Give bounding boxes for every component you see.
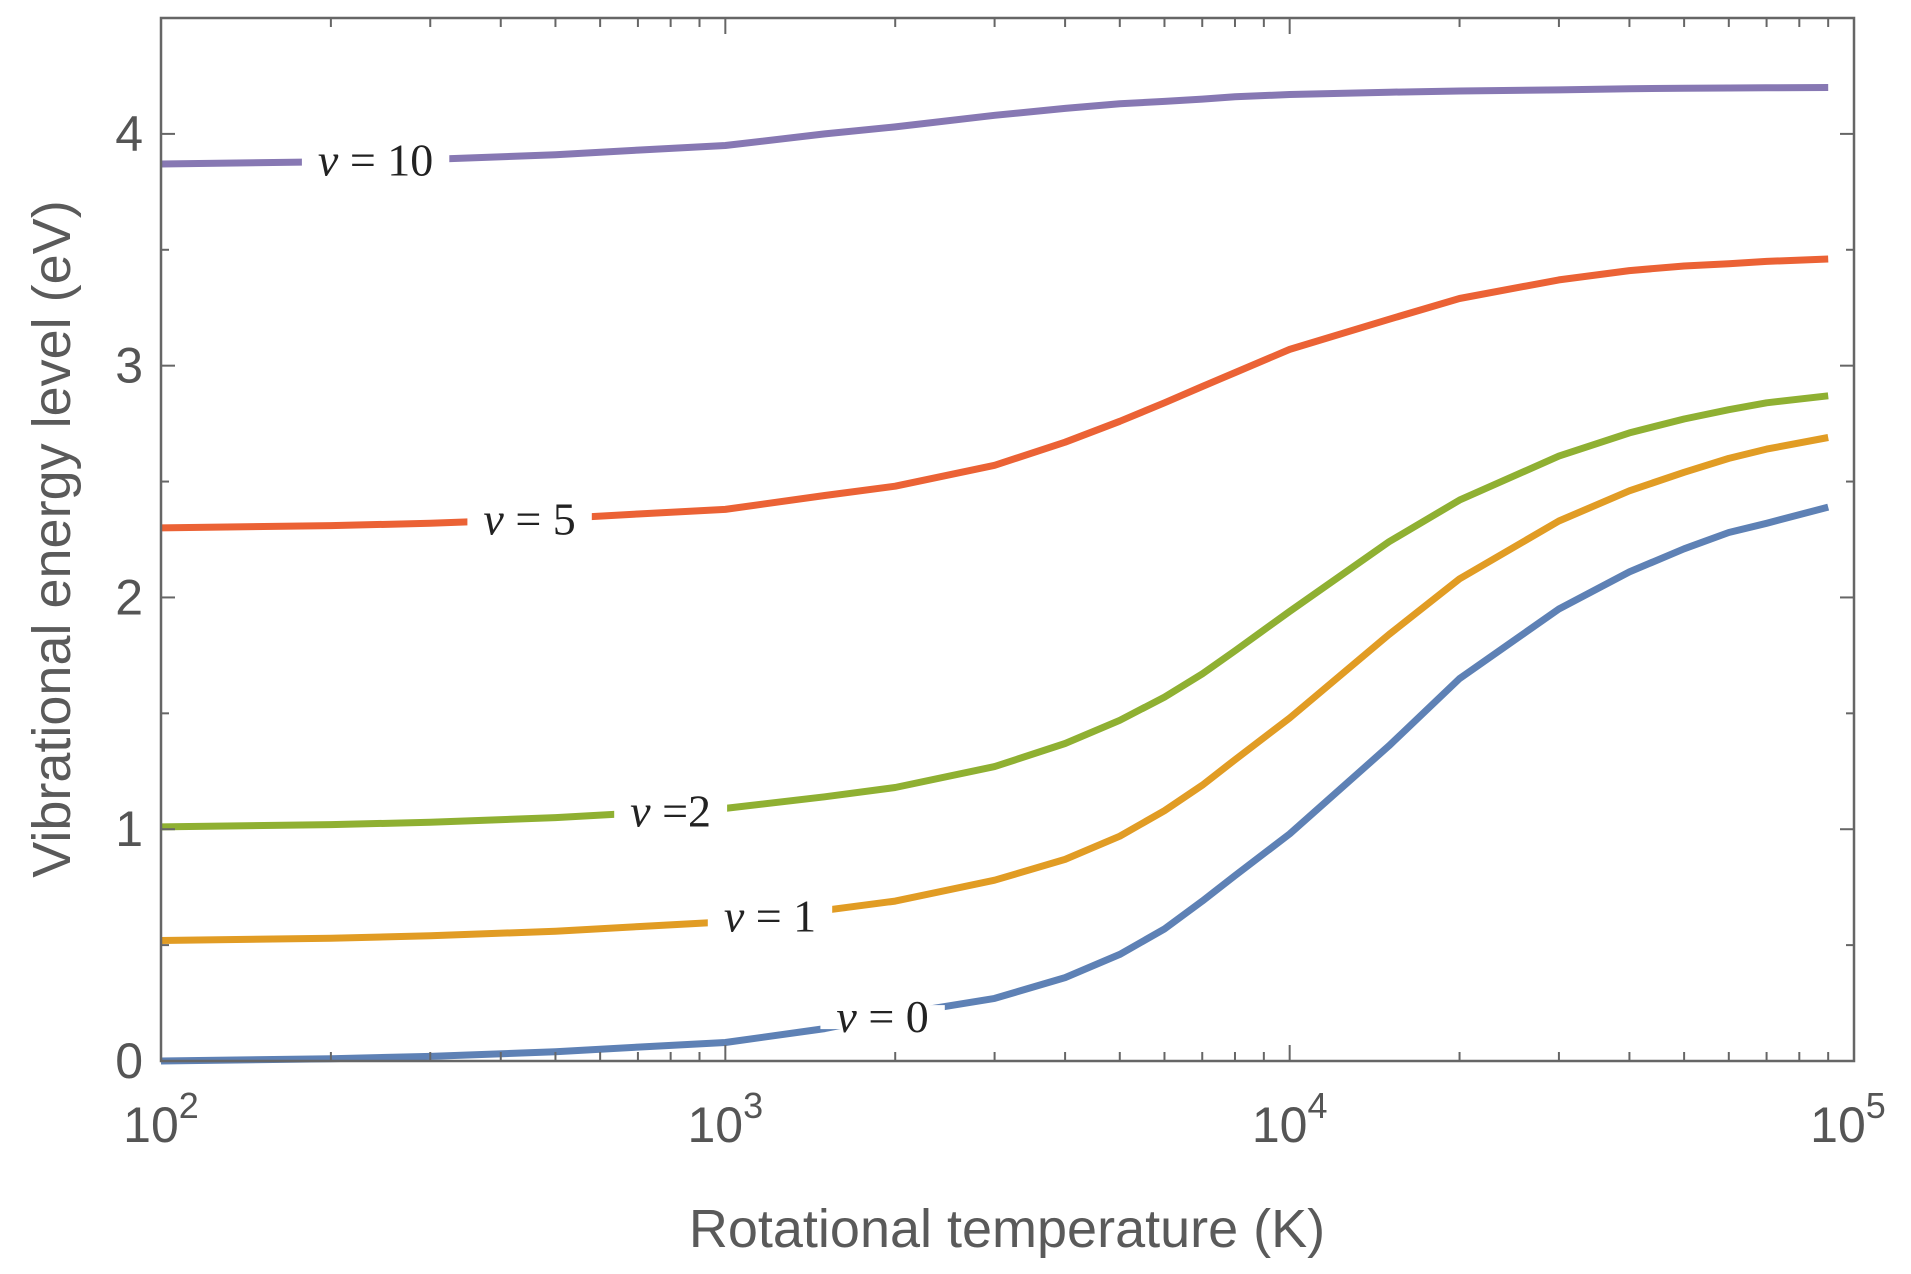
x-tick-label: 105 — [1810, 1085, 1886, 1153]
series-label-value: = 5 — [504, 494, 576, 545]
x-tick-label: 102 — [123, 1085, 199, 1153]
y-tick-label: 0 — [115, 1033, 143, 1089]
y-tick-label: 3 — [115, 338, 143, 394]
x-axis-title: Rotational temperature (K) — [689, 1199, 1325, 1259]
series-line-1 — [160, 434, 1829, 944]
series-line-2 — [160, 392, 1829, 831]
series-label-3: v = 5 — [483, 494, 575, 545]
series-label-value: = 10 — [338, 135, 433, 186]
x-tick-label-exponent: 3 — [743, 1085, 763, 1126]
x-tick-label-base: 10 — [1252, 1097, 1308, 1153]
x-tick-label: 103 — [688, 1085, 764, 1153]
x-tick-label-exponent: 5 — [1866, 1085, 1886, 1126]
y-tick-label: 1 — [115, 801, 143, 857]
series-line-3 — [160, 255, 1829, 532]
series-label-var: v — [318, 135, 339, 186]
series-label-gap — [820, 1005, 945, 1030]
y-tick-label: 2 — [115, 569, 143, 625]
series-line-0 — [160, 503, 1830, 1065]
x-tick-label-base: 10 — [1810, 1097, 1866, 1153]
series-label-4: v = 10 — [318, 135, 433, 186]
x-tick-label-base: 10 — [123, 1097, 179, 1153]
y-axis-title: Vibrational energy level (eV) — [22, 200, 82, 877]
series-label-var: v — [630, 785, 651, 836]
series-label-gap — [707, 904, 833, 929]
series-line-4 — [160, 84, 1829, 168]
y-tick-label: 4 — [115, 106, 143, 162]
x-tick-label-exponent: 4 — [1307, 1085, 1327, 1126]
curve-labels-layer: v = 0v = 1v =2v = 5v = 10 — [301, 135, 945, 1042]
series-label-var: v — [483, 494, 504, 545]
series-label-value: =2 — [651, 785, 711, 836]
series-label-value: = 0 — [857, 991, 929, 1042]
series-label-0: v = 0 — [836, 991, 928, 1042]
series-label-1: v = 1 — [724, 891, 816, 942]
series-label-var: v — [836, 991, 857, 1042]
series-label-gap — [301, 148, 450, 173]
series-label-gap — [467, 507, 592, 532]
curves-layer — [160, 84, 1830, 1065]
series-label-value: = 1 — [744, 891, 816, 942]
x-tick-label-exponent: 2 — [179, 1085, 199, 1126]
x-tick-label: 104 — [1252, 1085, 1328, 1153]
x-tick-label-base: 10 — [688, 1097, 744, 1153]
series-label-gap — [614, 799, 728, 824]
series-label-var: v — [724, 891, 745, 942]
plot-frame — [159, 16, 1856, 1063]
series-label-2: v =2 — [630, 785, 711, 836]
